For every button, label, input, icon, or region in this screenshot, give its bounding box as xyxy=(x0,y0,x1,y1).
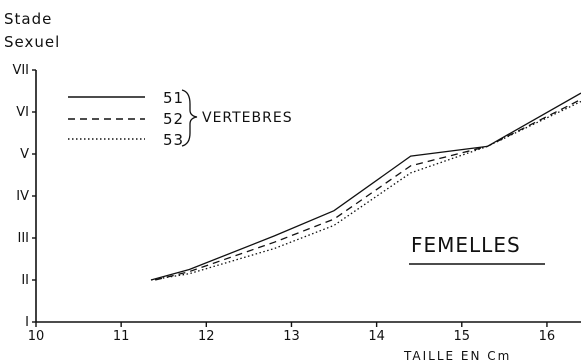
x-tick-label: 14 xyxy=(368,329,385,344)
y-tick-label: V xyxy=(20,147,29,162)
legend: 51 52 53 VERTEBRES xyxy=(68,89,293,149)
series-lines xyxy=(150,92,581,281)
y-tick-label: I xyxy=(25,315,29,330)
x-tick-label: 10 xyxy=(28,329,45,344)
legend-brace xyxy=(181,89,198,147)
x-tick-label: 12 xyxy=(198,329,215,344)
legend-label-52: 52 xyxy=(163,110,184,128)
x-tick-label: 15 xyxy=(454,329,471,344)
y-tick-label: VI xyxy=(16,105,29,120)
y-tick-label: III xyxy=(17,231,29,246)
y-tick-label: VII xyxy=(12,63,29,78)
legend-label-51: 51 xyxy=(163,89,184,107)
x-axis-title: TAILLE EN Cm xyxy=(403,349,511,363)
x-ticks: 10 11 12 13 14 15 16 xyxy=(28,322,555,344)
y-axis-title-line-1: Stade xyxy=(4,10,52,28)
y-tick-label: IV xyxy=(16,189,29,204)
x-tick-label: 16 xyxy=(539,329,556,344)
legend-group-label: VERTEBRES xyxy=(202,110,293,126)
series-line-53 xyxy=(150,100,581,281)
x-tick-label: 13 xyxy=(283,329,300,344)
x-tick-label: 11 xyxy=(113,329,130,344)
legend-label-53: 53 xyxy=(163,131,184,149)
y-tick-label: II xyxy=(21,273,29,288)
panel-label: FEMELLES xyxy=(411,233,521,257)
y-axis-title-line-2: Sexuel xyxy=(4,33,60,51)
